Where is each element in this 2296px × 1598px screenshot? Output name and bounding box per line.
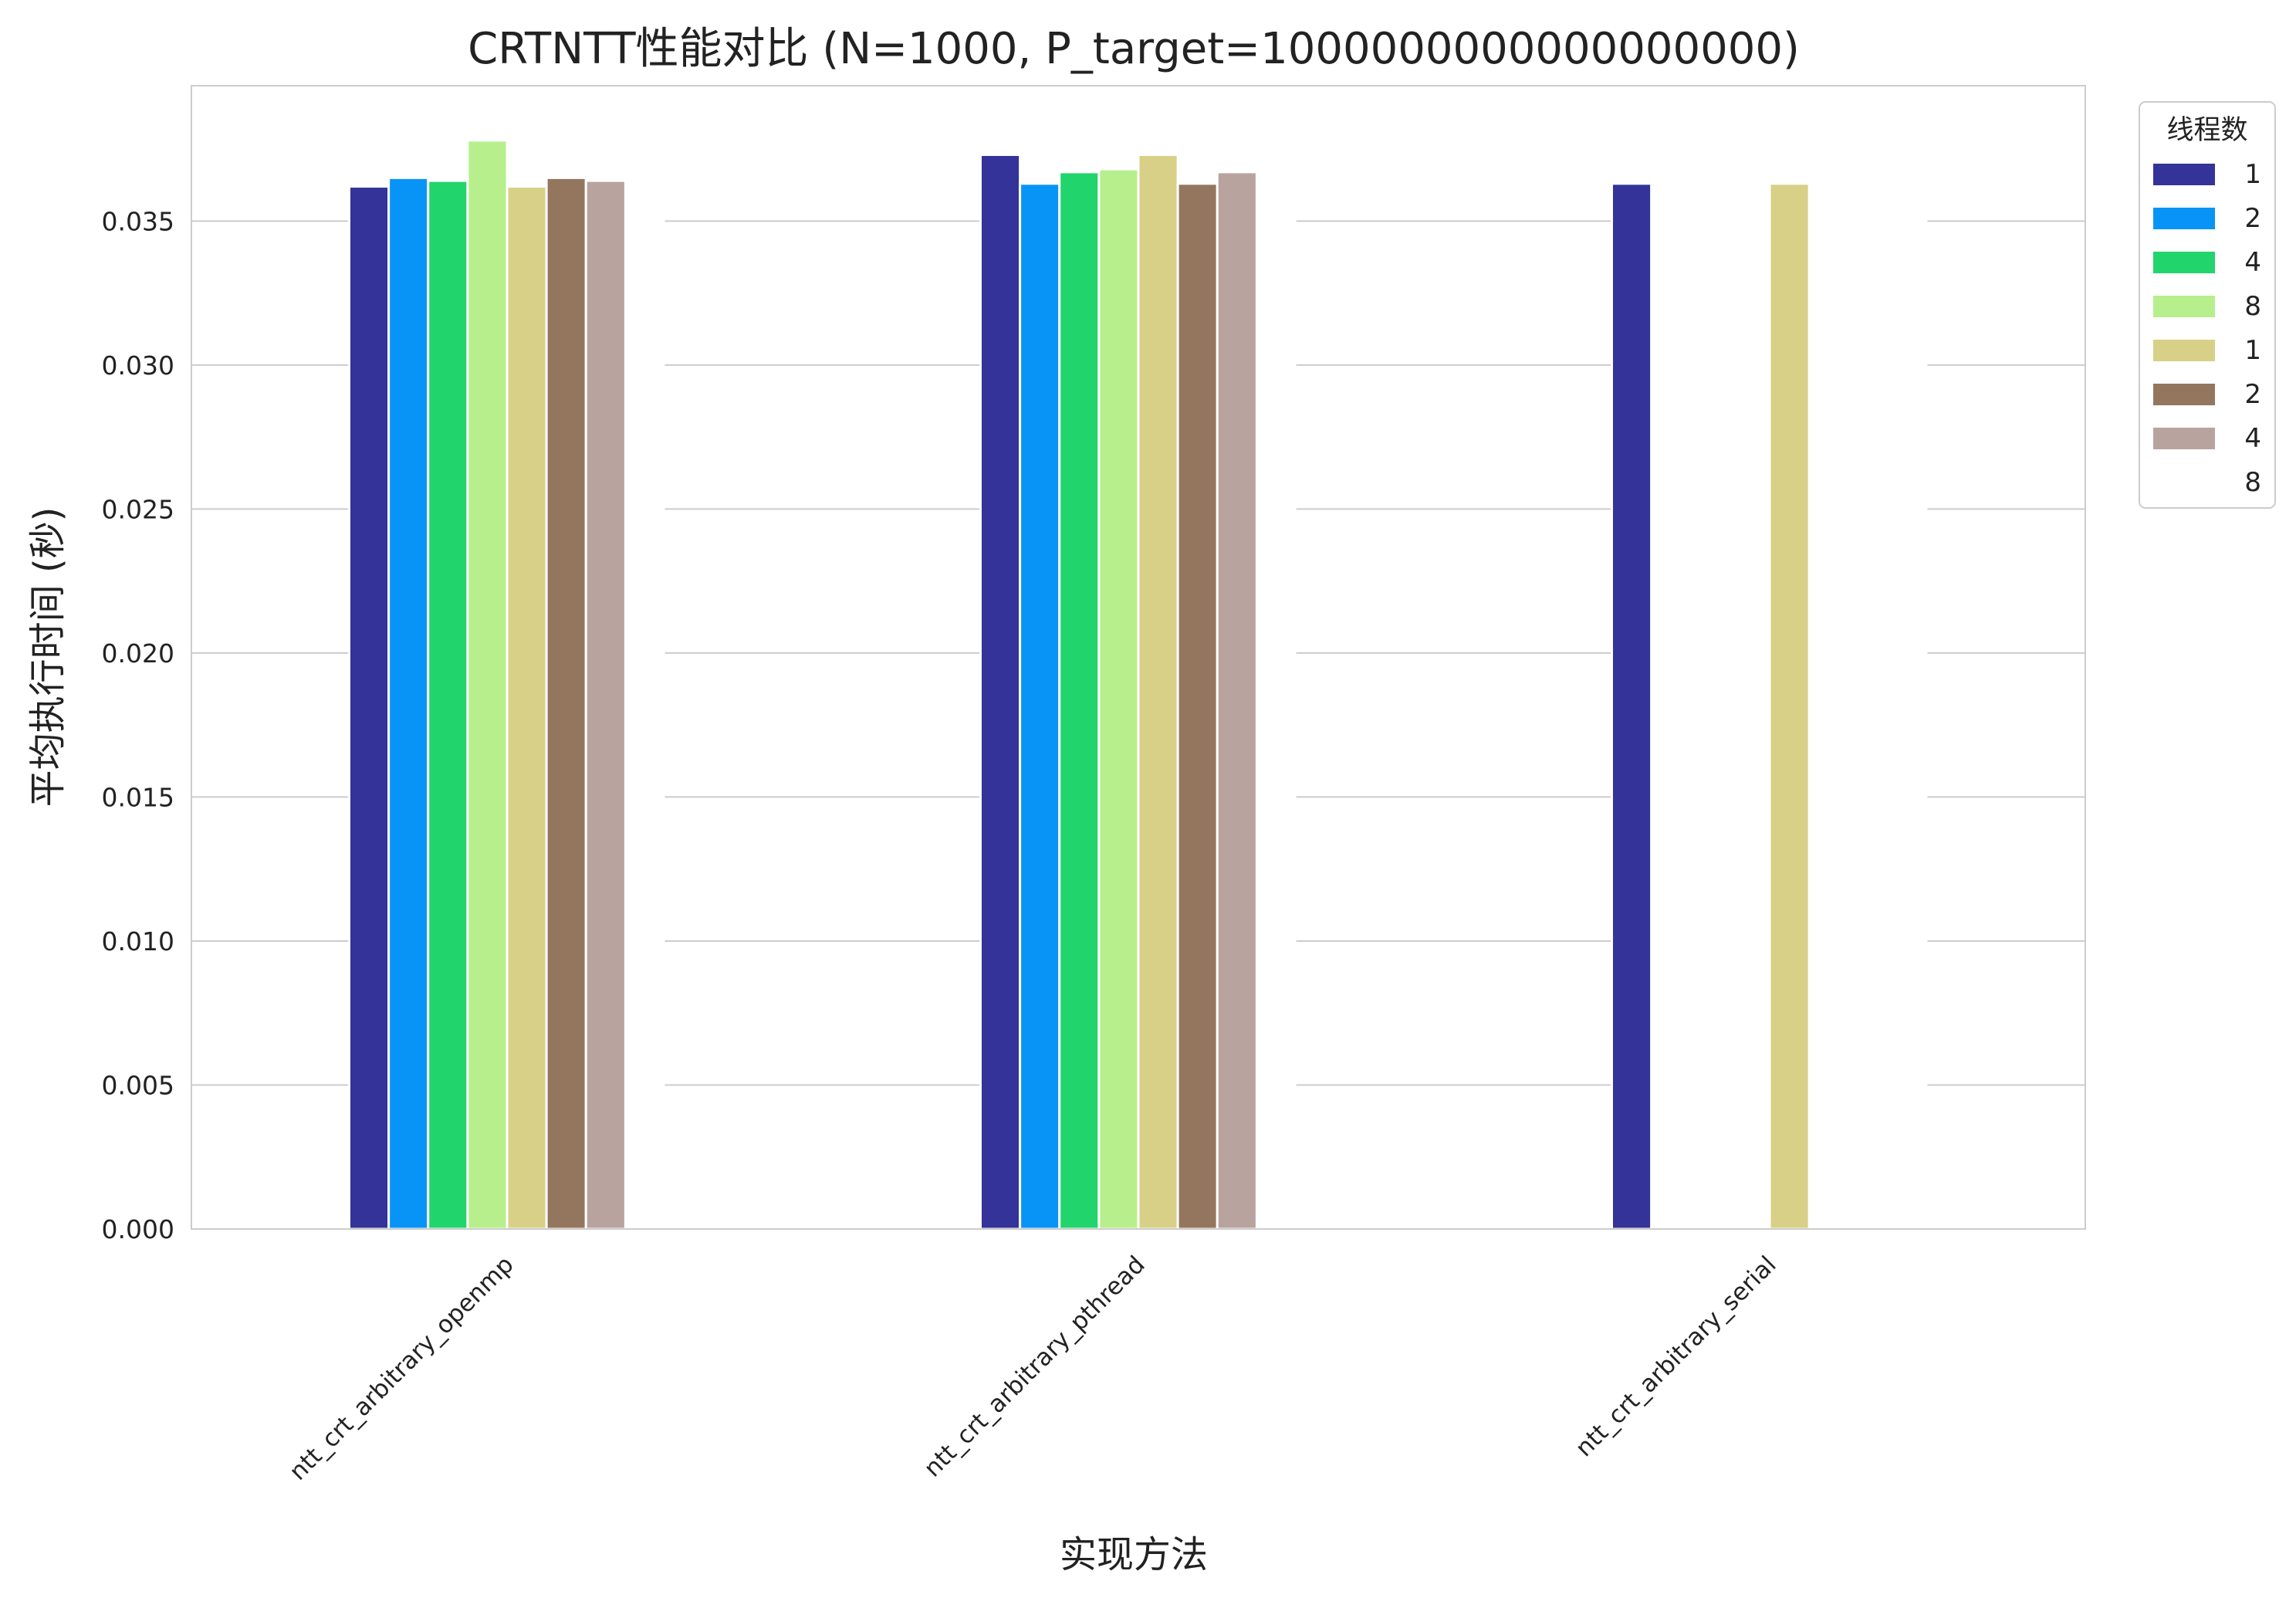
legend-label: 4 xyxy=(2244,247,2261,278)
bar xyxy=(545,176,587,1231)
legend-swatch xyxy=(2153,208,2215,229)
bar xyxy=(1019,182,1061,1231)
legend-swatch xyxy=(2153,428,2215,449)
y-tick-label: 0.005 xyxy=(102,1070,174,1100)
legend-label: 2 xyxy=(2244,203,2261,234)
bars xyxy=(348,86,1928,1231)
bar xyxy=(1058,171,1101,1231)
y-tick-label: 0.010 xyxy=(102,926,174,956)
plot-area xyxy=(191,85,2086,1231)
legend-swatch xyxy=(2153,472,2215,493)
bar xyxy=(1176,182,1219,1231)
chart-title: CRTNTT性能对比 (N=1000, P_target=10000000000… xyxy=(468,24,1800,74)
bar xyxy=(348,185,391,1231)
legend-label: 8 xyxy=(2244,467,2261,498)
legend-label: 1 xyxy=(2244,159,2261,190)
bar xyxy=(1768,182,1811,1231)
bar xyxy=(1097,168,1140,1231)
y-tick-label: 0.000 xyxy=(102,1214,174,1244)
y-tick-label: 0.025 xyxy=(102,494,174,524)
legend-label: 1 xyxy=(2244,335,2261,366)
bar xyxy=(427,179,469,1231)
bar xyxy=(979,154,1022,1231)
y-tick-label: 0.020 xyxy=(102,638,174,669)
bar xyxy=(1137,154,1179,1231)
y-axis-label: 平均执行时间 (秒) xyxy=(26,507,69,807)
y-tick-label: 0.035 xyxy=(102,206,174,236)
y-tick-label: 0.030 xyxy=(102,350,174,381)
plot-frame xyxy=(191,85,2086,1230)
bar xyxy=(387,176,430,1231)
legend-swatch xyxy=(2153,164,2215,185)
y-tick-labels: 0.000 0.005 0.010 0.015 0.020 0.025 0.030 0.035 xyxy=(102,206,174,1244)
legend-label: 2 xyxy=(2244,379,2261,410)
bar xyxy=(1611,182,1653,1231)
legend-swatch xyxy=(2153,296,2215,317)
bar xyxy=(584,179,627,1231)
legend-label: 4 xyxy=(2244,423,2261,454)
legend-swatch xyxy=(2153,384,2215,405)
bar xyxy=(466,139,509,1231)
bar xyxy=(1216,171,1258,1231)
x-axis-label: 实现方法 xyxy=(1060,1533,1208,1576)
bar xyxy=(506,185,548,1231)
legend-swatch xyxy=(2153,252,2215,273)
legend-swatch xyxy=(2153,340,2215,361)
legend-label: 8 xyxy=(2244,291,2261,322)
y-tick-label: 0.015 xyxy=(102,782,174,812)
legend-title: 线程数 xyxy=(2166,115,2247,146)
